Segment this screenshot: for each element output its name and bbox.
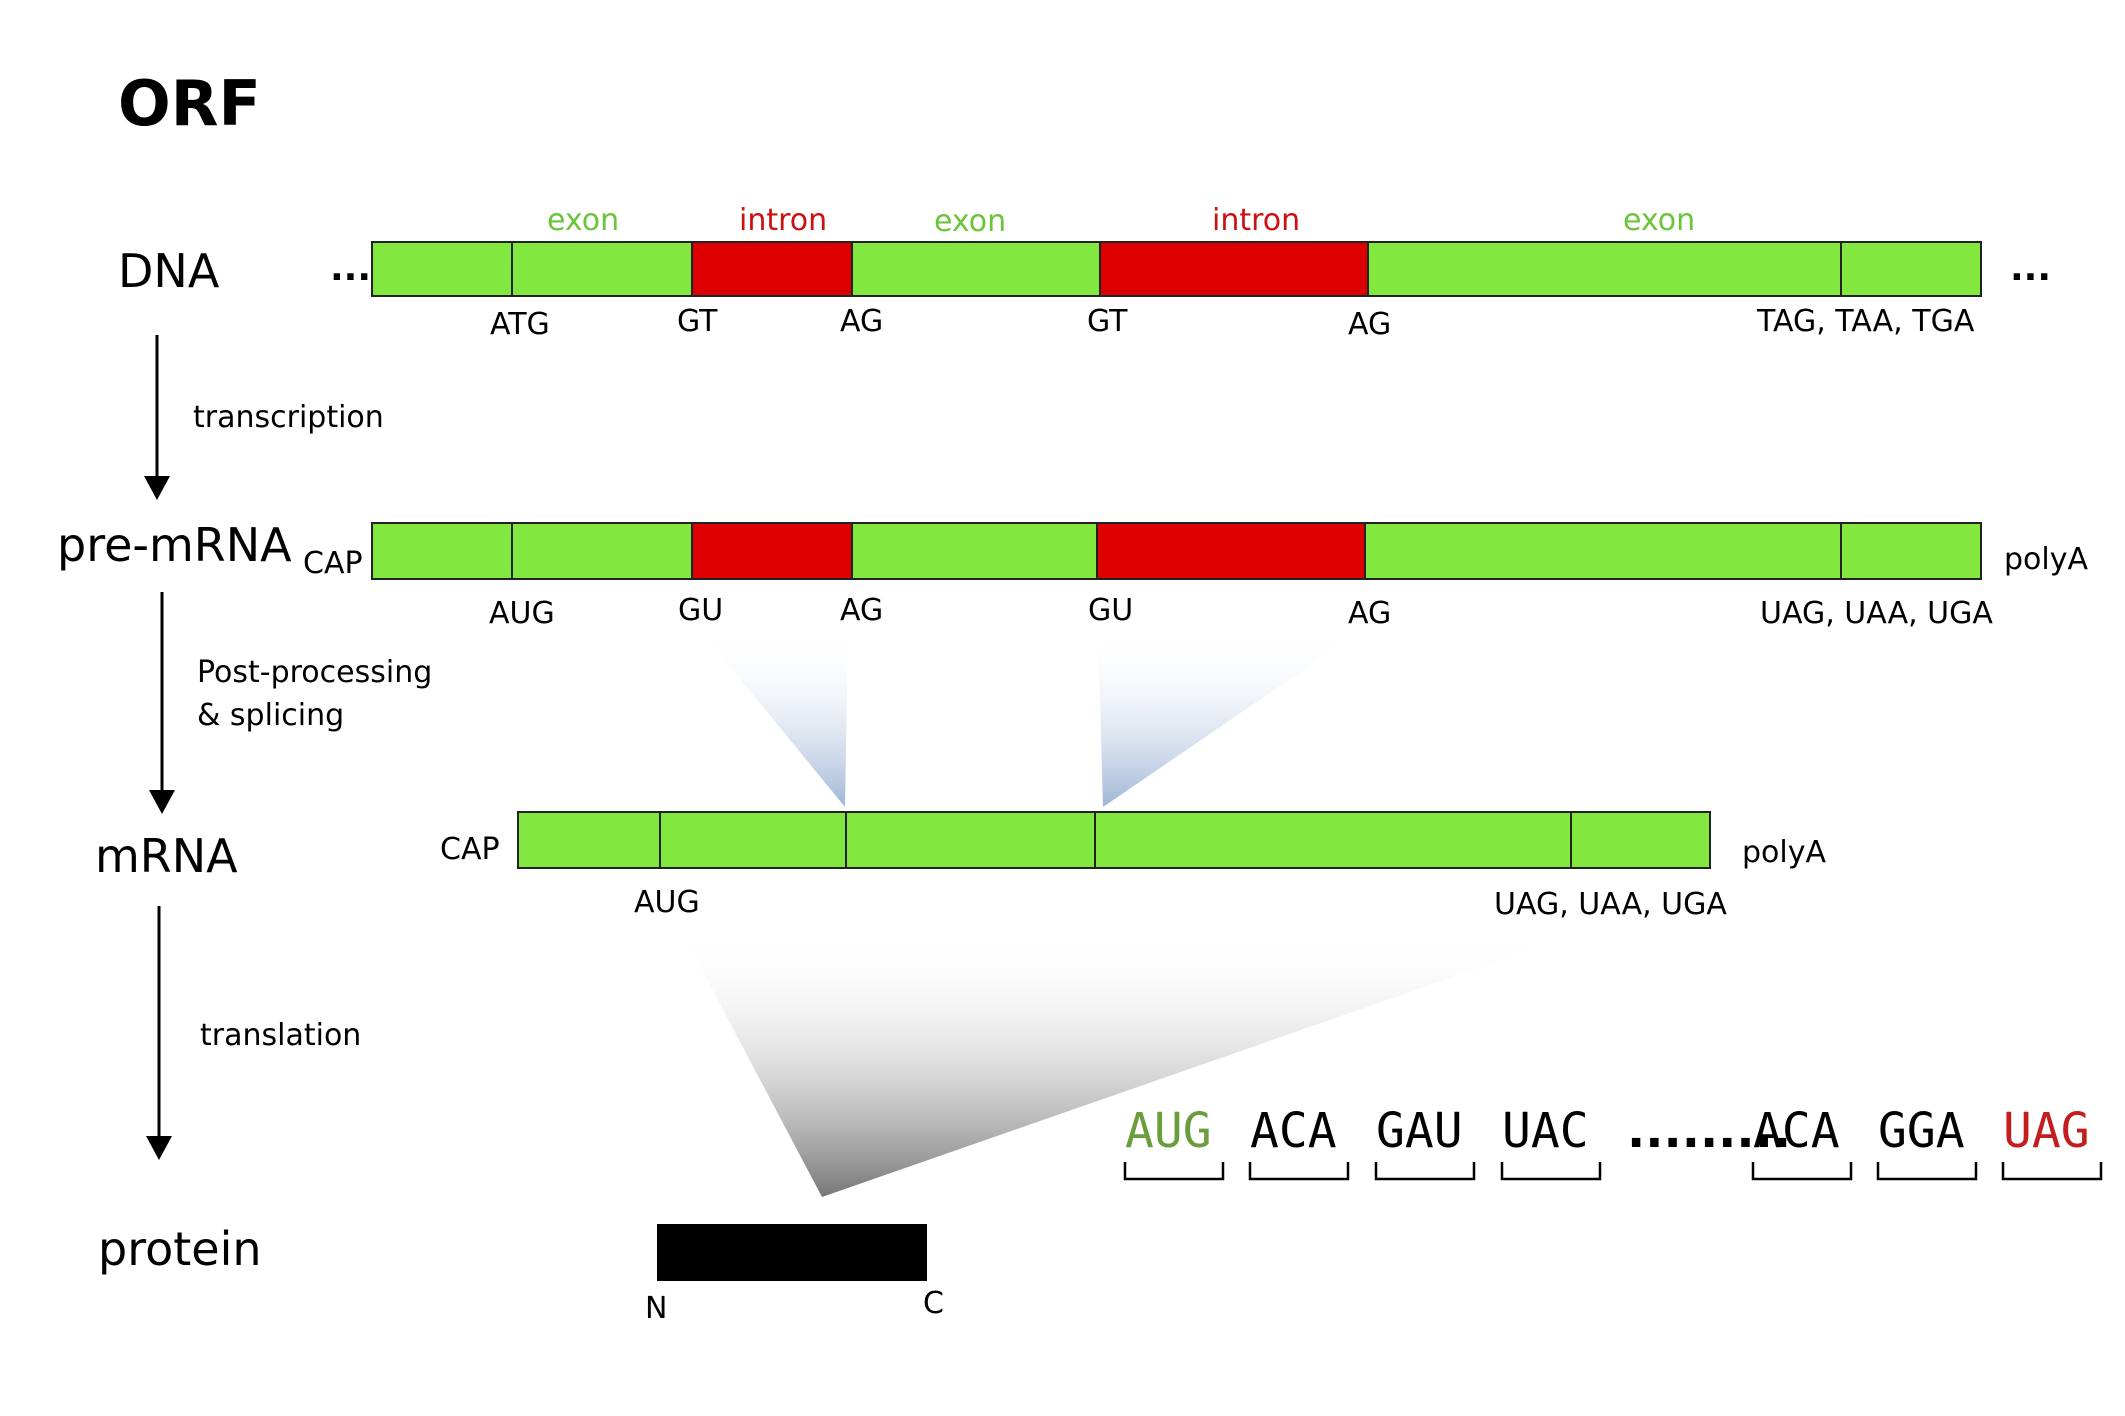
dna-region-label-exon-3: exon	[1623, 203, 1695, 238]
mrna-site-stop: UAG, UAA, UGA	[1494, 887, 1727, 922]
codon-bracket	[1751, 1162, 1853, 1181]
pre-mrna-site-donor-2: GU	[1088, 593, 1133, 628]
dna-region-label-exon-2: exon	[934, 204, 1006, 239]
protein-c-terminus: C	[923, 1286, 944, 1321]
pre-mrna-intron-1	[691, 522, 853, 580]
codon-7: GGA	[1878, 1103, 1965, 1159]
codon-8: UAG	[2003, 1103, 2090, 1159]
codon-sequence: AUG ACA GAU UAC .........ACA GGA UAG	[1123, 1103, 2103, 1181]
dna-site-stop: TAG, TAA, TGA	[1756, 304, 1975, 339]
pre-mrna-site-stop: UAG, UAA, UGA	[1760, 596, 1993, 631]
pre-mrna-intron-2	[1096, 522, 1366, 580]
page-title: ORF	[118, 67, 261, 140]
codon-bracket	[1248, 1162, 1350, 1181]
mrna-site-start: AUG	[634, 885, 700, 920]
dna-exon-2	[851, 241, 1101, 297]
codon-bracket	[1123, 1162, 1225, 1181]
dna-site-donor-2: GT	[1087, 304, 1128, 339]
dna-intron-2	[1099, 241, 1369, 297]
dna-region-label-exon-1: exon	[547, 203, 619, 238]
dna-exon-3	[1367, 241, 1842, 297]
dna-exon-1	[511, 241, 693, 297]
dna-region-label-intron-2: intron	[1212, 203, 1300, 238]
codon-bracket	[1500, 1162, 1602, 1181]
mrna-exon-3	[1094, 811, 1572, 869]
transcription-arrowhead	[144, 476, 170, 500]
step-label-post-processing: Post-processing	[197, 655, 432, 690]
mrna-strand	[517, 811, 1711, 869]
pre-mrna-cap: CAP	[303, 546, 363, 581]
codon-2: ACA	[1250, 1103, 1337, 1159]
pre-mrna-site-donor-1: GU	[678, 593, 723, 628]
pre-mrna-strand	[371, 522, 1982, 580]
pre-mrna-utr-3	[1840, 522, 1982, 580]
codon-bracket	[1374, 1162, 1476, 1181]
codon-3: GAU	[1376, 1103, 1463, 1159]
translation-cone	[682, 932, 1582, 1197]
codon-4: UAC	[1502, 1103, 1589, 1159]
pre-mrna-site-acceptor-2: AG	[1348, 596, 1391, 631]
mrna-cap: CAP	[440, 832, 500, 867]
dna-utr-3	[1840, 241, 1982, 297]
dna-site-start: ATG	[490, 307, 550, 342]
row-label-protein: protein	[98, 1222, 262, 1276]
pre-mrna-polya: polyA	[2004, 542, 2088, 577]
codon-1: AUG	[1125, 1103, 1212, 1159]
pre-mrna-exon-1	[511, 522, 693, 580]
pre-mrna-site-acceptor-1: AG	[840, 593, 883, 628]
codon-ellipsis: .........	[1627, 1103, 1791, 1159]
dna-site-acceptor-1: AG	[840, 304, 883, 339]
mrna-polya: polyA	[1742, 835, 1826, 870]
mrna-utr-5	[517, 811, 661, 869]
mrna-exon-2	[845, 811, 1096, 869]
row-label-pre-mrna: pre-mRNA	[57, 518, 292, 572]
dna-region-label-intron-1: intron	[739, 203, 827, 238]
mrna-utr-3	[1570, 811, 1711, 869]
pre-mrna-utr-5	[371, 522, 513, 580]
dna-site-donor-1: GT	[677, 304, 718, 339]
protein-bar	[657, 1224, 927, 1281]
step-label-transcription: transcription	[193, 400, 384, 435]
splice-cone-intron-1	[700, 630, 848, 807]
codon-bracket	[2001, 1162, 2103, 1181]
protein-n-terminus: N	[645, 1291, 667, 1326]
pre-mrna-exon-3	[1364, 522, 1842, 580]
codon-6: ACA	[1753, 1103, 1840, 1159]
splicing-arrowhead	[149, 790, 175, 814]
row-label-dna: DNA	[118, 244, 220, 298]
row-label-mrna: mRNA	[95, 829, 238, 883]
step-label-splicing: & splicing	[197, 698, 344, 733]
dna-utr-5	[371, 241, 513, 297]
codon-bracket	[1876, 1162, 1978, 1181]
dna-strand	[371, 241, 1982, 297]
splice-cone-intron-2	[1098, 630, 1362, 807]
dna-site-acceptor-2: AG	[1348, 307, 1391, 342]
dna-ellipsis-right: ...	[2010, 248, 2051, 289]
dna-ellipsis-left: ...	[330, 248, 371, 289]
pre-mrna-site-start: AUG	[489, 596, 555, 631]
pre-mrna-exon-2	[851, 522, 1098, 580]
translation-arrowhead	[146, 1136, 172, 1160]
dna-intron-1	[691, 241, 853, 297]
mrna-exon-1	[659, 811, 847, 869]
step-label-translation: translation	[200, 1018, 361, 1053]
